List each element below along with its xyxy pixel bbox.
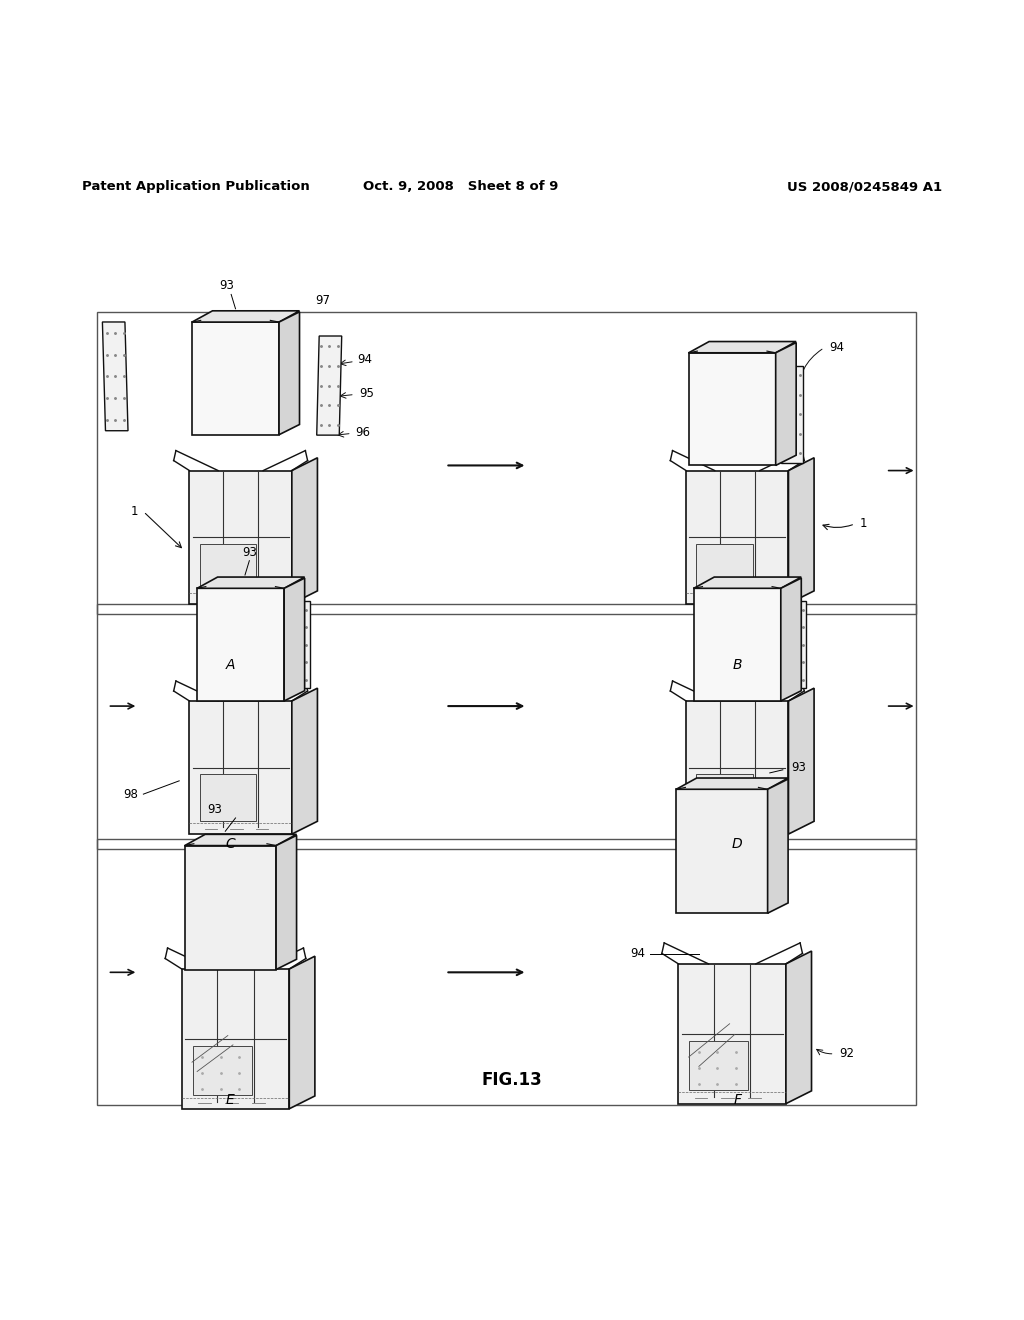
Text: 94: 94 <box>357 352 372 366</box>
Polygon shape <box>788 458 814 603</box>
Polygon shape <box>784 601 807 689</box>
Polygon shape <box>786 952 811 1104</box>
Bar <box>200 774 256 821</box>
Polygon shape <box>189 470 292 603</box>
Bar <box>696 544 753 590</box>
Polygon shape <box>788 688 814 834</box>
Polygon shape <box>182 969 289 1109</box>
Bar <box>97 312 916 614</box>
Polygon shape <box>694 589 780 701</box>
Polygon shape <box>102 322 128 430</box>
Polygon shape <box>193 310 300 322</box>
Text: 97: 97 <box>315 294 330 308</box>
Polygon shape <box>678 964 786 1104</box>
Polygon shape <box>686 470 788 603</box>
Polygon shape <box>292 688 317 834</box>
Text: 93: 93 <box>792 762 807 775</box>
Text: E: E <box>226 1093 234 1107</box>
Text: Oct. 9, 2008   Sheet 8 of 9: Oct. 9, 2008 Sheet 8 of 9 <box>364 181 558 194</box>
Polygon shape <box>688 342 797 352</box>
Polygon shape <box>780 366 803 463</box>
Text: 93: 93 <box>242 545 257 558</box>
Text: 1: 1 <box>860 517 867 531</box>
Polygon shape <box>279 312 300 434</box>
Polygon shape <box>776 343 797 466</box>
Polygon shape <box>289 956 315 1109</box>
Bar <box>200 544 256 590</box>
Text: 95: 95 <box>359 387 374 400</box>
Polygon shape <box>676 789 768 913</box>
Text: C: C <box>225 837 236 851</box>
Polygon shape <box>688 352 776 466</box>
Bar <box>689 1040 749 1090</box>
Text: 94: 94 <box>630 948 645 960</box>
Text: 93: 93 <box>208 803 222 816</box>
Text: 92: 92 <box>840 1047 855 1060</box>
Polygon shape <box>184 846 276 969</box>
Text: 1: 1 <box>131 506 138 517</box>
Polygon shape <box>694 577 801 589</box>
Text: 96: 96 <box>355 426 370 440</box>
Text: 98: 98 <box>123 788 138 801</box>
Text: D: D <box>732 837 742 851</box>
Text: A: A <box>225 659 236 672</box>
Polygon shape <box>780 578 801 701</box>
Text: US 2008/0245849 A1: US 2008/0245849 A1 <box>787 181 942 194</box>
Bar <box>97 603 916 850</box>
Polygon shape <box>276 836 297 969</box>
Text: FIG.13: FIG.13 <box>481 1071 543 1089</box>
Polygon shape <box>676 777 788 789</box>
Polygon shape <box>184 834 297 846</box>
Text: 94: 94 <box>829 341 845 354</box>
Bar <box>696 774 753 821</box>
Bar <box>97 840 916 1105</box>
Polygon shape <box>197 589 285 701</box>
Polygon shape <box>287 601 310 689</box>
Polygon shape <box>285 578 305 701</box>
Polygon shape <box>193 322 279 434</box>
Polygon shape <box>768 779 788 913</box>
Text: F: F <box>733 1093 741 1107</box>
Text: Patent Application Publication: Patent Application Publication <box>82 181 309 194</box>
Text: 93: 93 <box>219 280 234 293</box>
Polygon shape <box>292 458 317 603</box>
Bar <box>193 1045 252 1094</box>
Text: B: B <box>732 659 742 672</box>
Polygon shape <box>686 701 788 834</box>
Polygon shape <box>197 577 305 589</box>
Polygon shape <box>189 701 292 834</box>
Polygon shape <box>316 337 342 436</box>
